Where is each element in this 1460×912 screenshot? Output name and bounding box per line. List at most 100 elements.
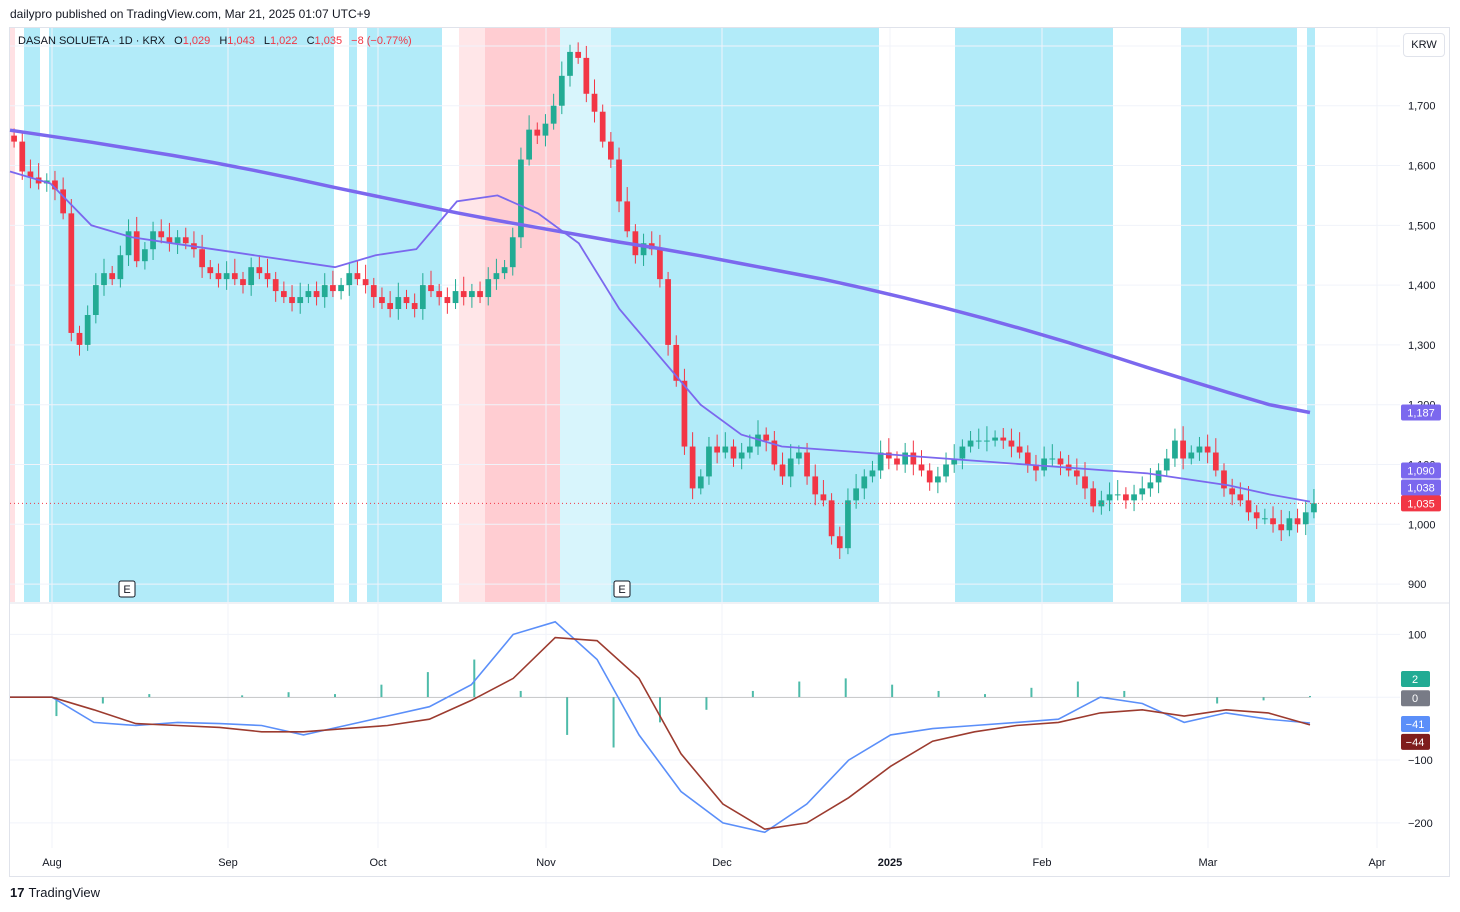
candle-body: [681, 380, 688, 447]
candle-body: [1204, 446, 1211, 453]
candle-body: [1139, 488, 1146, 495]
macd-tick-label: 100: [1408, 629, 1426, 641]
candle-body: [109, 273, 116, 280]
candle-body: [665, 279, 671, 345]
candle-body: [1196, 446, 1203, 453]
candle-body: [1221, 470, 1227, 489]
currency-button[interactable]: KRW: [1403, 33, 1445, 57]
chart-frame: [9, 27, 1450, 877]
candle-body: [885, 452, 892, 459]
candle-body: [518, 159, 524, 238]
candle-body: [1253, 512, 1260, 519]
candle-body: [27, 171, 34, 178]
open-label: O: [174, 35, 183, 47]
candle-body: [877, 452, 884, 471]
candle-body: [395, 297, 402, 310]
tradingview-brand: TradingView: [28, 885, 101, 900]
candle-body: [657, 249, 663, 280]
candle-body: [853, 488, 859, 501]
cloud-band: [485, 28, 560, 602]
candle-body: [436, 291, 443, 298]
candle-body: [771, 440, 778, 465]
cloud-band: [349, 28, 357, 602]
candle-body: [1073, 470, 1080, 477]
candle-body: [1229, 488, 1236, 495]
macd-axis-label-bg: [1401, 690, 1430, 707]
price-axis-label: 1,038: [1407, 482, 1435, 494]
candle-body: [1049, 458, 1056, 460]
candle-body: [992, 437, 998, 441]
candle-body: [738, 452, 745, 459]
price-axis-label-bg: [1401, 404, 1441, 421]
candle-body: [599, 111, 606, 142]
candle-body: [820, 494, 827, 501]
candle-body: [1090, 488, 1097, 507]
price-tick-label: 1,000: [1408, 519, 1436, 531]
cloud-band: [367, 28, 442, 602]
candle-body: [305, 291, 312, 298]
macd-panel: [10, 620, 1311, 834]
candle-body: [1016, 446, 1023, 453]
candle-body: [289, 297, 295, 304]
candle-body: [640, 243, 647, 256]
candle-body: [943, 464, 949, 477]
candle-body: [1024, 452, 1031, 465]
macd-axis-label: 0: [1412, 693, 1418, 705]
month-tick-label: Mar: [1199, 857, 1218, 869]
candle-body: [264, 273, 271, 280]
candle-body: [526, 129, 532, 160]
open-value: 1,029: [182, 35, 211, 47]
candle-body: [926, 470, 933, 483]
month-tick-label: 2025: [878, 857, 902, 869]
tradingview-logo-icon: 17: [10, 885, 25, 900]
candle-body: [722, 446, 729, 453]
candle-body: [975, 440, 982, 442]
tradingview-logo[interactable]: 17 TradingView: [10, 885, 100, 900]
cloud-band: [1181, 28, 1297, 602]
candle-body: [321, 285, 328, 298]
candle-body: [477, 291, 483, 298]
signal-line: [10, 636, 1311, 831]
candle-body: [1147, 482, 1154, 489]
candle-body: [1245, 500, 1252, 513]
month-tick-label: Feb: [1033, 857, 1052, 869]
earnings-marker-label: E: [123, 584, 130, 596]
candle-body: [542, 123, 549, 136]
candle-body: [174, 237, 181, 244]
candle-body: [272, 279, 279, 292]
candle-body: [812, 476, 819, 495]
month-tick-label: Apr: [1368, 857, 1385, 869]
candle-body: [1294, 518, 1301, 525]
candle-body: [501, 267, 508, 274]
candle-body: [550, 105, 557, 124]
macd-tick-label: −100: [1408, 755, 1433, 767]
candle-body: [142, 249, 148, 262]
candle-body: [346, 273, 353, 286]
price-axis-label-bg: [1401, 495, 1441, 512]
candle-body: [1114, 494, 1121, 496]
cloud-band: [10, 28, 15, 602]
candle-body: [828, 500, 835, 537]
candle-body: [133, 231, 140, 262]
candle-body: [804, 452, 810, 477]
price-axis-label: 1,035: [1407, 498, 1435, 510]
candle-body: [84, 315, 91, 345]
candle-body: [951, 458, 958, 465]
candle-body: [1188, 452, 1195, 459]
candle-body: [706, 446, 712, 477]
candle-body: [689, 446, 696, 489]
candle-body: [755, 434, 761, 447]
candle-body: [1302, 512, 1309, 525]
candle-body: [223, 273, 230, 280]
candle-body: [583, 57, 590, 94]
macd-axis-label-bg: [1401, 715, 1430, 732]
publish-info: dailypro published on TradingView.com, M…: [10, 7, 371, 21]
candle-body: [52, 180, 58, 190]
candle-body: [297, 297, 304, 304]
earnings-marker: [118, 580, 136, 598]
candle-body: [493, 273, 500, 280]
candle-body: [1286, 518, 1293, 531]
candle-body: [796, 452, 802, 459]
